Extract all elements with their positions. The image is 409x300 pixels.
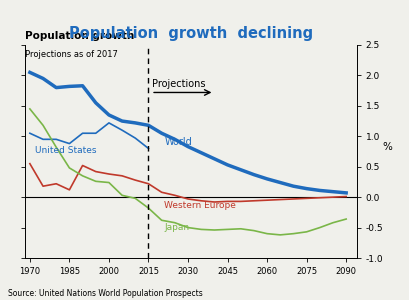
Text: Source: United Nations World Population Prospects: Source: United Nations World Population … <box>8 290 202 298</box>
Text: Western Europe: Western Europe <box>164 201 236 210</box>
Text: Population growth: Population growth <box>25 31 133 41</box>
Y-axis label: %: % <box>382 142 391 152</box>
Title: Population  growth  declining: Population growth declining <box>68 26 312 41</box>
Text: Projections: Projections <box>152 79 205 89</box>
Text: Japan: Japan <box>164 223 189 232</box>
Text: United States: United States <box>35 146 97 155</box>
Text: World: World <box>164 137 191 147</box>
Text: Projections as of 2017: Projections as of 2017 <box>25 50 117 59</box>
